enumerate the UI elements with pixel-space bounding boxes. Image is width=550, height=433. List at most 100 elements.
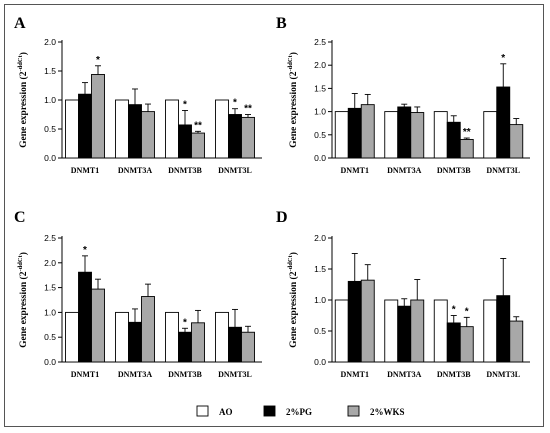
bar-ao-dnmt3b — [433, 299, 448, 363]
bar-2pctpg-dnmt3a — [397, 106, 412, 159]
bar-2pctwks-dnmt3a — [141, 111, 155, 159]
bar-2pctwks-dnmt3a — [410, 112, 425, 159]
bar-2pctpg-dnmt3l — [496, 295, 511, 363]
y-tick-label: 0.5 — [314, 326, 326, 336]
y-axis-label: Gene expression (2-ddCt) — [287, 252, 299, 348]
bar-2pctwks-dnmt3l — [241, 116, 255, 159]
y-axis-label-superscript: -ddCt — [287, 54, 294, 71]
significance-marker: ** — [194, 120, 202, 131]
bar-ao-dnmt1 — [334, 111, 349, 159]
x-tick-label: DNMT3A — [118, 166, 152, 175]
y-axis-label-close: ) — [18, 52, 29, 55]
y-tick-label: 2.0 — [44, 37, 56, 47]
y-tick-label: 2.0 — [44, 258, 56, 268]
y-tick-label: 1.0 — [314, 295, 326, 305]
bar-2pctwks-dnmt1 — [360, 104, 375, 159]
y-tick-label: 1.0 — [44, 307, 56, 317]
significance-marker: * — [83, 245, 87, 256]
x-tick-label: DNMT3L — [486, 370, 520, 379]
y-axis-label: Gene expression (2-ddCt) — [17, 252, 29, 348]
bar-2pctwks-dnmt3b — [459, 138, 474, 159]
x-tick-label: DNMT3B — [168, 370, 202, 379]
y-axis-label-close: ) — [288, 52, 299, 55]
bar-2pctwks-dnmt3b — [459, 326, 474, 363]
y-tick-label: 0.0 — [44, 357, 56, 367]
bar-ao-dnmt3l — [215, 99, 229, 159]
bar-2pctwks-dnmt3l — [509, 320, 524, 363]
legend-label: 2%WKS — [370, 407, 405, 417]
bar-2pctwks-dnmt3l — [509, 124, 524, 159]
y-axis-label-main: Gene expression (2 — [18, 271, 29, 348]
bar-ao-dnmt1 — [334, 299, 349, 363]
y-tick-label: 1.5 — [314, 83, 326, 93]
y-axis-label-close: ) — [288, 252, 299, 255]
legend-label: AO — [219, 407, 233, 417]
y-axis-label-close: ) — [18, 252, 29, 255]
bar-2pctwks-dnmt3a — [410, 299, 425, 363]
x-tick-label: DNMT3L — [218, 370, 252, 379]
legend-swatch — [263, 405, 276, 417]
y-tick-label: 0.5 — [314, 130, 326, 140]
bar-ao-dnmt3l — [215, 311, 229, 363]
panel-letter: C — [14, 209, 26, 226]
bar-2pctpg-dnmt1 — [347, 280, 362, 363]
chart-panel-a: A Gene expression (2-ddCt) 0.0 0.5 1.0 1.5 2.0… — [14, 15, 262, 175]
legend-swatch — [347, 405, 360, 417]
legend: AO 2%PG 2%WKS — [196, 405, 405, 417]
y-tick-label: 0.0 — [314, 357, 326, 367]
bar-ao-dnmt3b — [433, 111, 448, 159]
x-tick-label: DNMT3L — [486, 166, 520, 175]
bar-2pctwks-dnmt3b — [191, 322, 205, 363]
y-axis-label: Gene expression (2-ddCt) — [287, 52, 299, 148]
y-axis-label-superscript: -ddCt — [17, 254, 24, 271]
y-axis-label-main: Gene expression (2 — [288, 71, 299, 148]
bar-2pctpg-dnmt3a — [128, 104, 142, 159]
y-tick-label: 0.5 — [44, 332, 56, 342]
bar-ao-dnmt3l — [483, 299, 498, 363]
bar-2pctwks-dnmt3l — [241, 331, 255, 363]
x-tick-label: DNMT1 — [341, 370, 369, 379]
y-axis-label-superscript: -ddCt — [17, 54, 24, 71]
significance-marker: * — [233, 98, 237, 109]
x-tick-label: DNMT3A — [387, 370, 421, 379]
y-tick-label: 0.5 — [44, 124, 56, 134]
bar-2pctwks-dnmt1 — [91, 288, 105, 363]
significance-marker: * — [465, 306, 469, 317]
bar-ao-dnmt1 — [65, 99, 79, 159]
bar-ao-dnmt1 — [65, 311, 79, 363]
significance-marker: * — [452, 305, 456, 316]
y-axis-label-main: Gene expression (2 — [288, 271, 299, 348]
y-tick-label: 1.0 — [44, 95, 56, 105]
y-tick-label: 2.5 — [44, 233, 56, 243]
y-tick-label: 2.5 — [314, 37, 326, 47]
bar-2pctpg-dnmt3b — [446, 121, 461, 159]
x-tick-label: DNMT3B — [437, 370, 471, 379]
x-tick-label: DNMT3B — [168, 166, 202, 175]
bar-2pctwks-dnmt3b — [191, 132, 205, 159]
bar-ao-dnmt3l — [483, 111, 498, 159]
y-axis-label-main: Gene expression (2 — [18, 71, 29, 148]
bar-2pctpg-dnmt3l — [228, 114, 242, 159]
y-tick-label: 1.0 — [314, 107, 326, 117]
bar-2pctpg-dnmt3l — [496, 86, 511, 159]
legend-label: 2%PG — [286, 407, 312, 417]
bar-2pctpg-dnmt1 — [78, 271, 92, 363]
y-tick-label: 2.0 — [314, 60, 326, 70]
bar-2pctpg-dnmt3a — [128, 321, 142, 363]
x-tick-label: DNMT1 — [71, 370, 99, 379]
panel-letter: D — [276, 209, 288, 226]
y-tick-label: 2.0 — [314, 233, 326, 243]
bar-ao-dnmt3a — [115, 311, 129, 363]
bar-ao-dnmt3b — [165, 311, 179, 363]
bar-2pctpg-dnmt3a — [397, 305, 412, 363]
bar-ao-dnmt3a — [384, 299, 399, 363]
significance-marker: * — [183, 99, 187, 110]
significance-marker: ** — [463, 127, 471, 138]
bar-ao-dnmt3a — [384, 111, 399, 159]
legend-swatch — [196, 405, 209, 417]
y-tick-label: 1.5 — [44, 283, 56, 293]
bar-2pctpg-dnmt3b — [178, 331, 192, 363]
chart-panel-b: B Gene expression (2-ddCt) 0.0 0.5 1.0 1.5 2.0… — [276, 15, 530, 175]
significance-marker: * — [501, 53, 505, 64]
